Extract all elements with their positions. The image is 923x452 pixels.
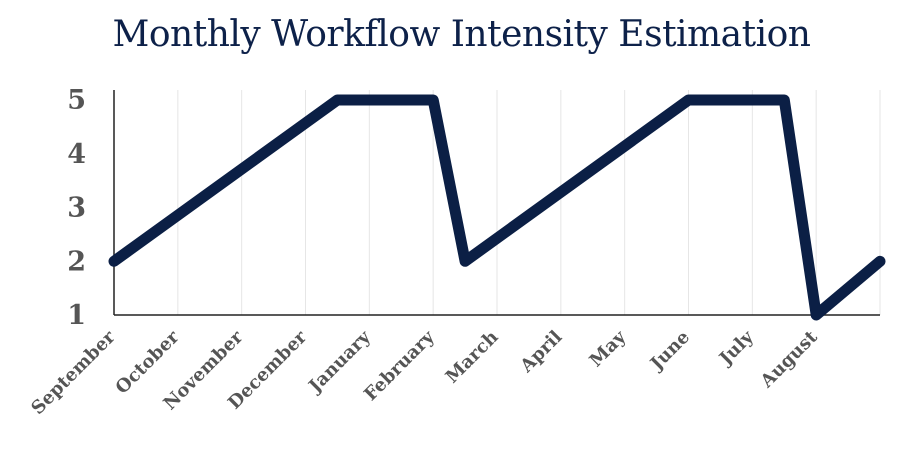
x-tick-labels: SeptemberOctoberNovemberDecemberJanuaryF… — [27, 326, 822, 419]
y-tick-label: 1 — [67, 300, 86, 331]
axes — [113, 90, 880, 316]
x-tick-label: June — [645, 327, 694, 376]
y-tick-label: 4 — [67, 139, 86, 170]
series-lines — [108, 94, 886, 321]
y-tick-label: 5 — [67, 85, 86, 116]
x-tick-label: September — [27, 326, 120, 419]
chart-title: Monthly Workflow Intensity Estimation — [112, 14, 811, 55]
x-tick-label: May — [586, 326, 631, 371]
x-tick-label: August — [756, 326, 822, 392]
grid-lines — [113, 90, 881, 315]
y-tick-labels: 1 2 3 4 5 — [67, 85, 86, 331]
x-tick-label: July — [714, 326, 758, 370]
y-tick-label: 3 — [67, 193, 86, 224]
x-tick-label: March — [442, 327, 503, 388]
x-tick-label: February — [360, 326, 439, 405]
series-line — [108, 94, 886, 321]
x-tick-label: April — [516, 327, 567, 378]
y-tick-label: 2 — [67, 246, 86, 277]
